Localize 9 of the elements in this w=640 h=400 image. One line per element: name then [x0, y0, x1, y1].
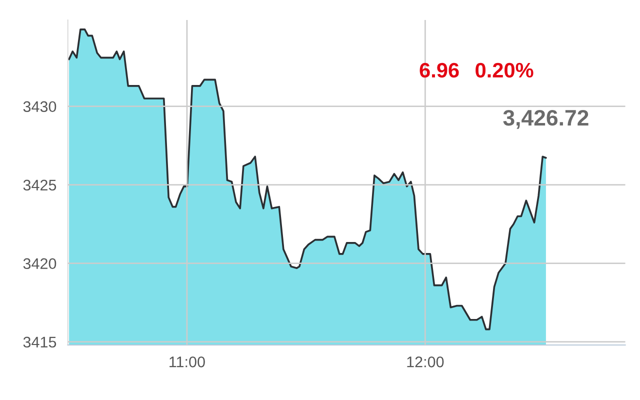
x-tick-label: 12:00: [407, 356, 444, 368]
annotation: 3,426.72: [503, 110, 588, 129]
y-tick-label: 3420: [23, 258, 56, 270]
annotation: 6.96: [420, 62, 459, 78]
y-tick-label: 3430: [23, 101, 56, 112]
y-tick-label: 3425: [23, 180, 56, 191]
x-tick-label: 11:00: [170, 356, 205, 368]
y-tick-label: 3415: [23, 336, 56, 348]
annotation: 0.20%: [476, 62, 534, 78]
